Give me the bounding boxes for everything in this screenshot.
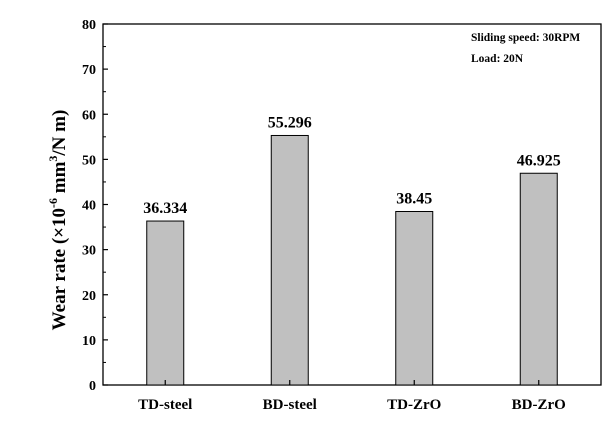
x-tick-label-td-steel: TD-steel: [138, 397, 192, 413]
y-tick-label: 10: [82, 334, 96, 349]
y-tick-label: 70: [82, 63, 96, 78]
annotation-sliding-speed: Sliding speed: 30RPM: [471, 32, 580, 44]
x-axis: TD-steel BD-steel TD-ZrO BD-ZrO: [138, 380, 566, 413]
y-axis: 0 10 20 30 40 50 60 70 80: [82, 18, 108, 394]
data-label-bd-steel: 55.296: [268, 114, 312, 131]
y-tick-label: 80: [82, 18, 96, 33]
y-axis-title-prefix: Wear rate (×10: [49, 208, 70, 330]
annotation-load: Load: 20N: [471, 53, 524, 65]
y-axis-title-suffix: /N m): [49, 110, 70, 157]
bar-bd-steel: [270, 134, 309, 386]
y-tick-label: 60: [82, 108, 96, 123]
data-label-td-steel: 36.334: [143, 200, 187, 217]
y-tick-label: 50: [82, 153, 96, 168]
x-tick-label-td-zro: TD-ZrO: [387, 397, 441, 413]
y-tick-label: 20: [82, 289, 96, 304]
data-label-td-zro: 38.45: [396, 190, 432, 207]
y-axis-title-exp2: 3: [46, 156, 60, 162]
bar-bd-zro: [519, 172, 558, 386]
x-tick-label-bd-zro: BD-ZrO: [512, 397, 566, 413]
y-tick-label: 0: [89, 379, 96, 394]
y-axis-title-unit: mm: [49, 161, 70, 198]
y-tick-label: 40: [82, 199, 96, 214]
data-labels: 36.334 55.296 38.45 46.925: [143, 114, 561, 217]
y-axis-title: Wear rate (×10-6 mm3/N m): [46, 110, 70, 331]
y-tick-label: 30: [82, 244, 96, 259]
bars: [146, 134, 558, 386]
x-tick-label-bd-steel: BD-steel: [263, 397, 317, 413]
bar-td-steel: [146, 220, 185, 386]
data-label-bd-zro: 46.925: [517, 152, 561, 169]
y-axis-title-exp1: -6: [46, 198, 60, 208]
bar-td-zro: [395, 210, 434, 386]
